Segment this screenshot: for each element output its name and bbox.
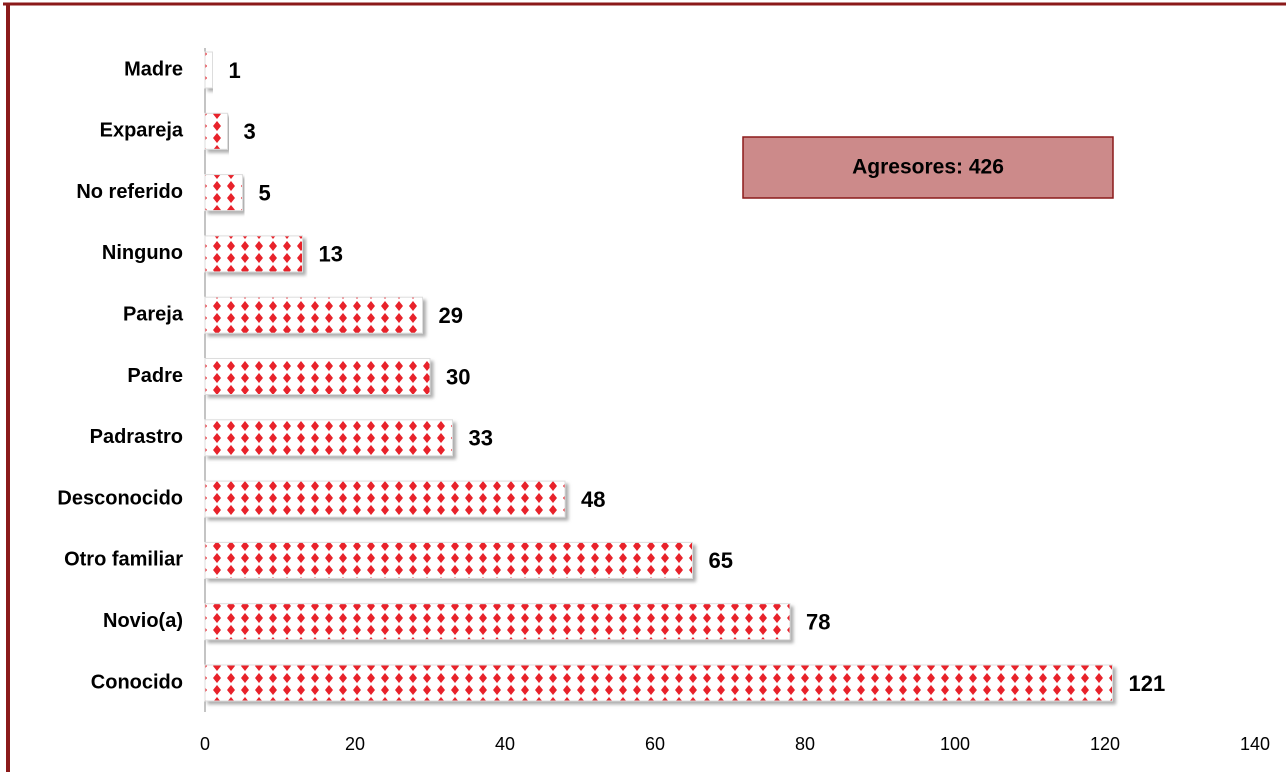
y-tick-label: No referido — [76, 181, 183, 203]
bar — [204, 296, 423, 334]
value-label: 48 — [581, 487, 605, 512]
x-tick-label: 80 — [795, 734, 815, 754]
bar — [204, 51, 213, 89]
annotation: Agresores: 426 — [852, 156, 1004, 179]
x-tick-label: 140 — [1240, 734, 1270, 754]
bar — [204, 480, 566, 518]
value-label: 29 — [439, 303, 463, 328]
y-tick-label: Madre — [124, 58, 183, 80]
y-tick-label: Novio(a) — [103, 610, 183, 632]
x-tick-label: 60 — [645, 734, 665, 754]
bar — [204, 358, 431, 395]
x-tick-label: 40 — [495, 734, 515, 754]
bar — [204, 603, 791, 641]
y-tick-label: Padre — [127, 365, 183, 387]
bar — [204, 664, 1113, 702]
x-tick-label: 100 — [940, 734, 970, 754]
bar — [204, 235, 303, 273]
bar — [204, 174, 243, 212]
y-tick-label: Otro familiar — [64, 549, 183, 571]
x-tick-label: 20 — [345, 734, 365, 754]
y-tick-label: Ninguno — [102, 242, 183, 264]
value-label: 121 — [1129, 671, 1166, 696]
x-tick-label: 120 — [1090, 734, 1120, 754]
value-label: 30 — [446, 364, 470, 389]
bar — [204, 112, 228, 150]
y-tick-label: Padrastro — [90, 426, 183, 448]
value-label: 65 — [709, 548, 733, 573]
y-tick-label: Desconocido — [57, 487, 183, 509]
x-tick-label: 0 — [200, 734, 210, 754]
annotation-box — [742, 136, 1114, 199]
value-label: 33 — [469, 426, 493, 451]
value-label: 3 — [244, 119, 256, 144]
bar — [204, 541, 693, 579]
y-tick-label: Pareja — [123, 303, 184, 325]
value-label: 1 — [229, 58, 241, 83]
y-tick-label: Expareja — [100, 120, 184, 142]
value-label: 5 — [259, 180, 271, 205]
bar — [204, 419, 453, 457]
value-label: 13 — [319, 242, 343, 267]
value-label: 78 — [806, 610, 830, 635]
y-tick-label: Conocido — [91, 671, 183, 693]
